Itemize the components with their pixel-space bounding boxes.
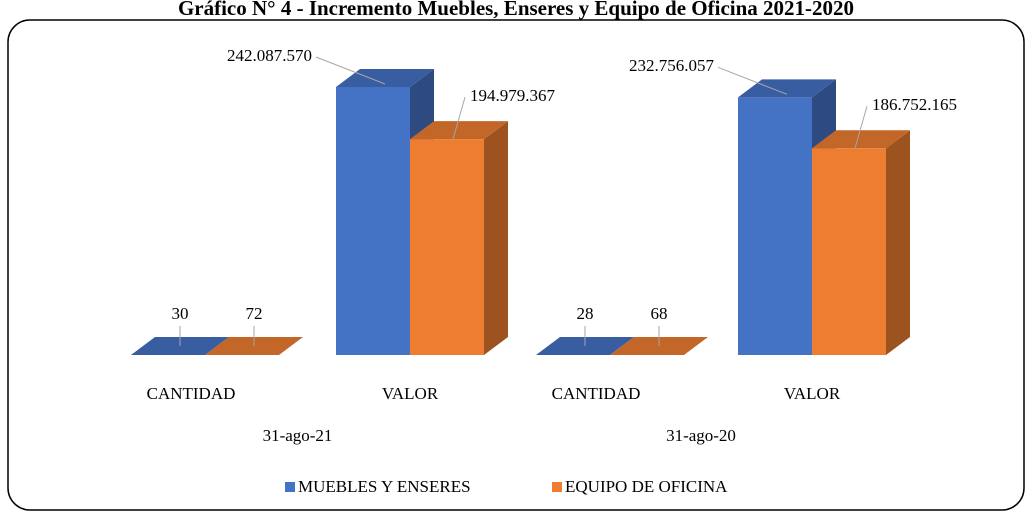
x-tick-label: CANTIDAD bbox=[147, 384, 236, 403]
bar-top bbox=[738, 79, 836, 98]
x-tick-label: VALOR bbox=[382, 384, 439, 403]
bar-side bbox=[886, 130, 910, 355]
x-tick-label: VALOR bbox=[784, 384, 841, 403]
bar-front bbox=[812, 148, 886, 355]
data-label: 28 bbox=[577, 304, 594, 323]
data-label: 194.979.367 bbox=[470, 86, 556, 105]
x-tick-label: CANTIDAD bbox=[552, 384, 641, 403]
bar-side bbox=[484, 121, 508, 355]
data-label: 232.756.057 bbox=[629, 56, 715, 75]
group-label: 31-ago-21 bbox=[263, 426, 333, 445]
group-label: 31-ago-20 bbox=[666, 426, 736, 445]
legend-swatch bbox=[285, 482, 295, 492]
legend-swatch bbox=[552, 482, 562, 492]
bar-front bbox=[738, 97, 812, 356]
bar bbox=[410, 121, 508, 355]
data-label: 242.087.570 bbox=[227, 46, 312, 65]
legend-label: MUEBLES Y ENSERES bbox=[298, 477, 471, 496]
legend-label: EQUIPO DE OFICINA bbox=[565, 477, 728, 496]
leader-line bbox=[854, 106, 868, 149]
data-label: 186.752.165 bbox=[872, 95, 957, 114]
leader-line bbox=[452, 97, 466, 140]
bar-top bbox=[336, 69, 434, 87]
bar-side bbox=[279, 336, 303, 355]
data-label: 30 bbox=[172, 304, 189, 323]
leader-line bbox=[315, 56, 386, 85]
chart-title: Gráfico N° 4 - Incremento Muebles, Enser… bbox=[178, 0, 854, 20]
bar bbox=[812, 130, 910, 355]
leader-line bbox=[717, 66, 788, 95]
bar-top bbox=[410, 121, 508, 140]
data-label: 68 bbox=[651, 304, 668, 323]
data-label: 72 bbox=[246, 304, 263, 323]
bar-front bbox=[336, 87, 410, 355]
bar-front bbox=[410, 139, 484, 355]
bar-top bbox=[812, 130, 910, 149]
